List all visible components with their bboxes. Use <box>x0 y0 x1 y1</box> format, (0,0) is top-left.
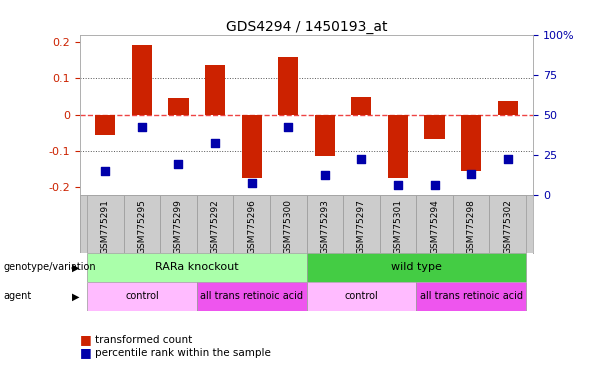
Bar <box>343 195 379 253</box>
Text: GSM775297: GSM775297 <box>357 199 366 254</box>
Text: percentile rank within the sample: percentile rank within the sample <box>95 348 271 358</box>
Bar <box>306 282 416 311</box>
Text: transformed count: transformed count <box>95 335 192 345</box>
Bar <box>95 114 115 135</box>
Text: all trans retinoic acid: all trans retinoic acid <box>200 291 303 301</box>
Text: GSM775292: GSM775292 <box>210 199 219 254</box>
Bar <box>234 195 270 253</box>
Bar <box>351 97 371 114</box>
Bar <box>169 98 189 114</box>
Text: GSM775291: GSM775291 <box>101 199 110 254</box>
Text: GSM775300: GSM775300 <box>284 199 293 254</box>
Point <box>466 171 476 177</box>
Bar <box>87 282 197 311</box>
Point <box>173 161 183 167</box>
Point <box>393 182 403 188</box>
Text: control: control <box>125 291 159 301</box>
Bar <box>242 114 262 178</box>
Bar <box>388 114 408 178</box>
Point <box>320 172 330 179</box>
Bar <box>306 195 343 253</box>
Bar <box>379 195 416 253</box>
Point <box>357 156 367 162</box>
Text: GSM775293: GSM775293 <box>320 199 329 254</box>
Bar <box>306 253 526 282</box>
Text: GSM775298: GSM775298 <box>466 199 476 254</box>
Bar <box>461 114 481 171</box>
Text: genotype/variation: genotype/variation <box>3 262 96 272</box>
Bar <box>197 195 234 253</box>
Text: control: control <box>345 291 378 301</box>
Point <box>137 124 147 131</box>
Bar <box>424 114 444 139</box>
Bar <box>87 195 124 253</box>
Bar <box>278 57 299 114</box>
Text: GSM775295: GSM775295 <box>137 199 147 254</box>
Point <box>101 167 110 174</box>
Bar <box>416 195 453 253</box>
Text: ▶: ▶ <box>72 291 80 301</box>
Text: GSM775296: GSM775296 <box>247 199 256 254</box>
Text: RARa knockout: RARa knockout <box>155 262 238 272</box>
Text: GSM775302: GSM775302 <box>503 199 512 254</box>
Point <box>283 124 293 131</box>
Text: GSM775301: GSM775301 <box>394 199 403 254</box>
Bar <box>197 282 306 311</box>
Point <box>430 182 440 188</box>
Bar <box>87 253 306 282</box>
Text: ▶: ▶ <box>72 262 80 272</box>
Text: agent: agent <box>3 291 31 301</box>
Point <box>503 156 512 162</box>
Bar <box>416 282 526 311</box>
Bar <box>453 195 489 253</box>
Bar <box>132 45 152 114</box>
Bar <box>124 195 160 253</box>
Title: GDS4294 / 1450193_at: GDS4294 / 1450193_at <box>226 20 387 33</box>
Bar <box>205 66 225 114</box>
Text: wild type: wild type <box>391 262 442 272</box>
Text: ■: ■ <box>80 346 91 359</box>
Text: ■: ■ <box>80 333 91 346</box>
Point <box>210 140 220 146</box>
Point <box>246 180 256 187</box>
Text: GSM775299: GSM775299 <box>174 199 183 254</box>
Bar <box>489 195 526 253</box>
Bar <box>314 114 335 156</box>
Bar <box>270 195 306 253</box>
Text: GSM775294: GSM775294 <box>430 199 439 254</box>
Text: all trans retinoic acid: all trans retinoic acid <box>420 291 523 301</box>
Bar <box>160 195 197 253</box>
Bar <box>498 101 518 114</box>
